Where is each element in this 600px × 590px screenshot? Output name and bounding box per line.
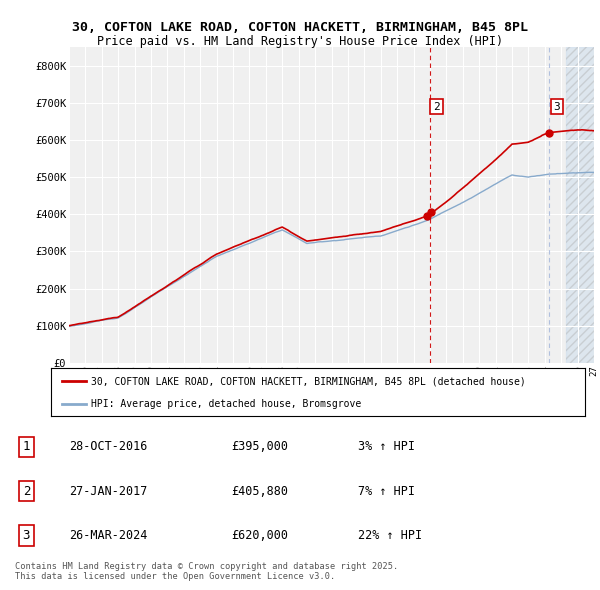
- Bar: [566, 47, 596, 363]
- Text: 22% ↑ HPI: 22% ↑ HPI: [358, 529, 422, 542]
- Text: 28-OCT-2016: 28-OCT-2016: [70, 440, 148, 453]
- Text: Contains HM Land Registry data © Crown copyright and database right 2025.
This d: Contains HM Land Registry data © Crown c…: [15, 562, 398, 581]
- Text: £620,000: £620,000: [231, 529, 288, 542]
- Text: £395,000: £395,000: [231, 440, 288, 453]
- Text: 3: 3: [553, 101, 560, 112]
- Text: 2: 2: [23, 484, 30, 498]
- Text: HPI: Average price, detached house, Bromsgrove: HPI: Average price, detached house, Brom…: [91, 399, 361, 409]
- Text: 30, COFTON LAKE ROAD, COFTON HACKETT, BIRMINGHAM, B45 8PL (detached house): 30, COFTON LAKE ROAD, COFTON HACKETT, BI…: [91, 376, 526, 386]
- Text: £405,880: £405,880: [231, 484, 288, 498]
- Text: 2: 2: [433, 101, 440, 112]
- Bar: [566, 47, 596, 363]
- Text: 1: 1: [23, 440, 30, 453]
- Text: Price paid vs. HM Land Registry's House Price Index (HPI): Price paid vs. HM Land Registry's House …: [97, 35, 503, 48]
- Text: 27-JAN-2017: 27-JAN-2017: [70, 484, 148, 498]
- Text: 7% ↑ HPI: 7% ↑ HPI: [358, 484, 415, 498]
- Text: 3% ↑ HPI: 3% ↑ HPI: [358, 440, 415, 453]
- Text: 30, COFTON LAKE ROAD, COFTON HACKETT, BIRMINGHAM, B45 8PL: 30, COFTON LAKE ROAD, COFTON HACKETT, BI…: [72, 21, 528, 34]
- Text: 3: 3: [23, 529, 30, 542]
- Text: 26-MAR-2024: 26-MAR-2024: [70, 529, 148, 542]
